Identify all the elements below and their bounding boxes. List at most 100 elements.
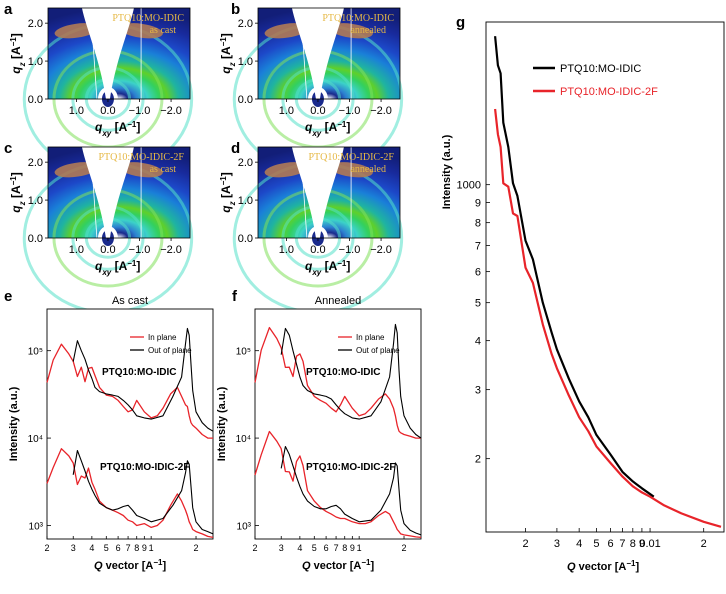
y-axis-label: qz [A−1] — [219, 33, 237, 73]
x-axis-label: Q vector [A−1] — [94, 558, 166, 573]
y-tick-label: 9 — [475, 198, 481, 210]
y-tick-label: 2.0 — [28, 18, 43, 30]
x-tick-label: 8 — [342, 543, 347, 553]
x-tick-label: 7 — [334, 543, 339, 553]
y-tick-label: 7 — [475, 240, 481, 252]
y-tick-label: 3 — [475, 385, 481, 397]
x-tick-label: 8 — [134, 543, 139, 553]
x-tick-label: −1.0 — [339, 105, 361, 117]
legend-label: Out of plane — [356, 346, 400, 355]
y-tick-label: 2.0 — [238, 157, 253, 169]
guide-line — [90, 146, 98, 239]
panel-letter-f: f — [232, 288, 238, 305]
series-line — [72, 327, 214, 432]
series-line — [254, 430, 422, 539]
y-tick-label: 5 — [475, 298, 481, 310]
series-annotation: PTQ10:MO-IDIC-2F — [100, 462, 189, 473]
plot-frame — [254, 308, 422, 540]
series-line — [280, 323, 422, 439]
x-tick-label: −1.0 — [129, 244, 151, 256]
panel-letter-d: d — [231, 140, 240, 157]
x-tick-label: 5 — [593, 538, 599, 550]
x-tick-label: 3 — [279, 543, 284, 553]
x-tick-label: 2 — [402, 543, 407, 553]
y-tick-label: 1.0 — [28, 56, 43, 68]
panel-letter-a: a — [4, 1, 13, 18]
y-tick-label: 1.0 — [238, 195, 253, 207]
x-axis-label: qxy [A−1] — [95, 259, 140, 277]
giwaxs-panel-c: 0.0 1.0 2.0 1.0 0.0 −1.0 −2.0 qxy [A−1] qz [A−1]… — [4, 140, 194, 314]
y-tick-label: 10³ — [29, 521, 44, 532]
y-tick-label: 0.0 — [238, 233, 253, 245]
y-tick-label: 4 — [475, 336, 481, 348]
line-panel-f: 2 3 4 5 6 7 8 9 1 2 10³ 10⁴ 10⁵ Q vector [A−1] Intensi… — [216, 288, 422, 573]
panel-letter-b: b — [231, 1, 240, 18]
x-tick-label: −2.0 — [370, 244, 392, 256]
panel-frame — [47, 146, 191, 239]
guide-line — [300, 7, 308, 100]
x-tick-label: 9 — [142, 543, 147, 553]
y-tick-label: 10³ — [237, 521, 252, 532]
y-tick-label: 1.0 — [238, 56, 253, 68]
y-tick-label: 2 — [475, 454, 481, 466]
x-tick-label: −2.0 — [370, 105, 392, 117]
missing-wedge — [291, 147, 344, 238]
x-tick-label: 4 — [297, 543, 302, 553]
x-tick-label: 6 — [607, 538, 613, 550]
series-line — [494, 36, 655, 498]
giwaxs-panel-b: 0.0 1.0 2.0 1.0 0.0 −1.0 −2.0 qxy [A−1] qz [A−1]… — [219, 1, 404, 175]
x-tick-label: 4 — [576, 538, 582, 550]
missing-wedge — [81, 8, 134, 99]
series-annotation: PTQ10:MO-IDIC — [102, 367, 176, 378]
x-tick-label: 6 — [116, 543, 121, 553]
y-tick-label: 10⁴ — [28, 434, 43, 445]
x-tick-label: 1.0 — [279, 105, 294, 117]
x-axis-label: qxy [A−1] — [95, 120, 140, 138]
y-tick-label: 10⁵ — [28, 347, 43, 358]
y-axis-label: qz [A−1] — [219, 172, 237, 212]
panel-frame — [257, 146, 401, 239]
legend-label: PTQ10:MO-IDIC-2F — [560, 86, 658, 98]
y-axis-label: Intensity (a.u.) — [441, 134, 453, 209]
line-panel-e: 2 3 4 5 6 7 8 9 1 2 10³ 10⁴ 10⁵ Q vector [A−1] Intensi… — [4, 288, 214, 573]
x-tick-label: 6 — [324, 543, 329, 553]
x-tick-label: 0.0 — [100, 105, 115, 117]
plot-frame — [46, 308, 214, 540]
x-tick-label: 7 — [619, 538, 625, 550]
series-annotation: PTQ10:MO-IDIC — [306, 367, 380, 378]
panel-subtitle: annealed — [350, 25, 386, 36]
series-line — [494, 108, 722, 528]
y-axis-label: Intensity (a.u.) — [8, 386, 20, 461]
x-axis-label: Q vector [A−1] — [302, 558, 374, 573]
x-tick-label: 0.01 — [639, 538, 660, 550]
x-tick-label: 2 — [252, 543, 257, 553]
y-tick-label: 1.0 — [28, 195, 43, 207]
y-axis-label: qz [A−1] — [9, 172, 27, 212]
missing-wedge — [291, 8, 344, 99]
panel-title: PTQ10:MO-IDIC — [322, 13, 394, 24]
x-axis-label: qxy [A−1] — [305, 259, 350, 277]
panel-subtitle: as cast — [150, 164, 177, 175]
x-tick-label: −1.0 — [129, 105, 151, 117]
x-tick-label: 3 — [71, 543, 76, 553]
series-annotation: PTQ10:MO-IDIC-2F — [306, 462, 395, 473]
series-line — [280, 445, 422, 536]
y-tick-label: 2.0 — [28, 157, 43, 169]
x-tick-label: 1 — [149, 543, 154, 553]
x-axis-label: Q vector [A−1] — [567, 559, 639, 574]
x-tick-label: 2 — [194, 543, 199, 553]
panel-subtitle: as cast — [150, 25, 177, 36]
x-tick-label: 9 — [350, 543, 355, 553]
y-tick-label: 1000 — [457, 180, 481, 192]
y-tick-label: 6 — [475, 267, 481, 279]
x-axis-label: qxy [A−1] — [305, 120, 350, 138]
giwaxs-panel-a: 0.0 1.0 2.0 1.0 0.0 −1.0 −2.0 qxy [A−1] qz [A−1]… — [4, 1, 194, 175]
missing-wedge — [81, 147, 134, 238]
series-line — [72, 449, 214, 535]
legend-label: Out of plane — [148, 346, 192, 355]
x-tick-label: 1.0 — [69, 244, 84, 256]
panel-title: PTQ10:MO-IDIC-2F — [98, 152, 184, 163]
legend: In plane Out of plane — [130, 333, 192, 355]
panel-title: PTQ10:MO-IDIC — [112, 13, 184, 24]
